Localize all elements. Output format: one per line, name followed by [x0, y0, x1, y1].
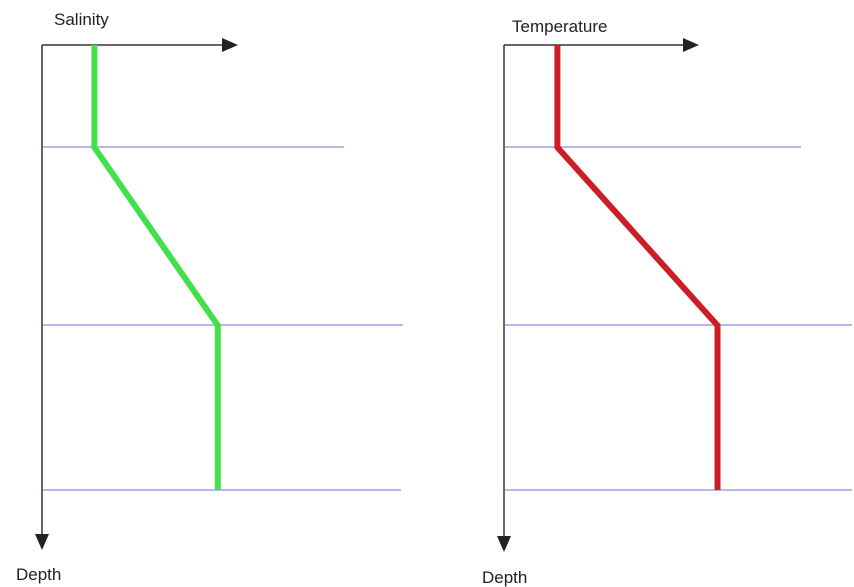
salinity-x-axis-arrowhead — [222, 38, 238, 52]
temperature-profile-line — [554, 45, 721, 490]
temperature-panel: Temperature Depth — [482, 17, 852, 587]
temperature-depth-axis-arrowhead — [497, 536, 511, 552]
temperature-x-axis-arrowhead — [683, 38, 699, 52]
salinity-profile-line — [91, 45, 221, 490]
salinity-depth-axis-arrowhead — [35, 534, 49, 550]
salinity-depth-label: Depth — [16, 565, 61, 584]
salinity-x-label: Salinity — [54, 10, 109, 29]
temperature-x-label: Temperature — [512, 17, 607, 36]
temperature-depth-label: Depth — [482, 568, 527, 587]
salinity-panel: Salinity Depth — [16, 10, 403, 584]
